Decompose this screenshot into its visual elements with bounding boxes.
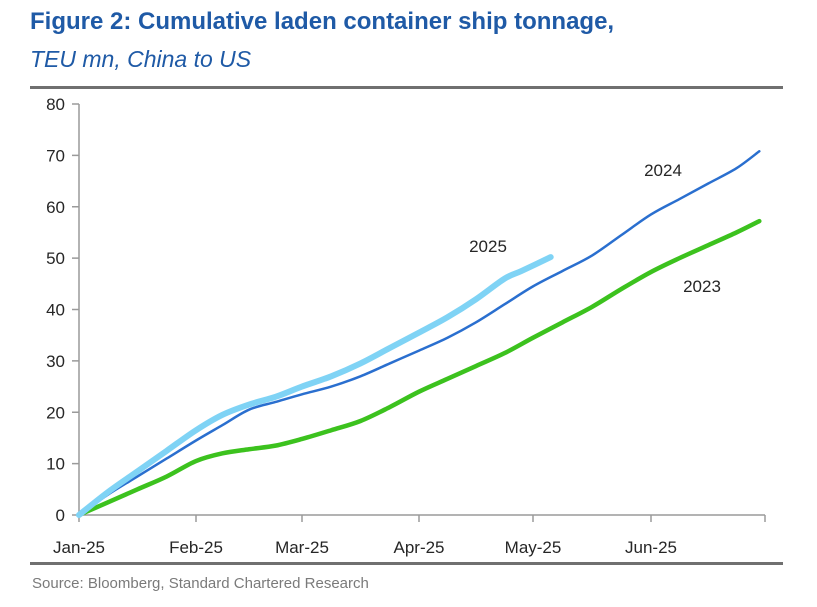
series-layer — [76, 150, 762, 518]
y-tick-label: 20 — [46, 403, 65, 422]
x-tick-label: Mar-25 — [275, 538, 329, 557]
series-label-2025: 2025 — [469, 237, 507, 256]
source-note: Source: Bloomberg, Standard Chartered Re… — [32, 575, 369, 592]
series-labels: 2025 2024 2023 — [469, 161, 721, 296]
y-tick-label: 60 — [46, 198, 65, 217]
chart-title: Figure 2: Cumulative laden container shi… — [30, 8, 615, 35]
x-tick-label: Jan-25 — [53, 538, 105, 557]
x-tick-label: Feb-25 — [169, 538, 223, 557]
y-tick-label: 80 — [46, 95, 65, 114]
x-tick-label: Jun-25 — [625, 538, 677, 557]
x-tick-label: May-25 — [505, 538, 562, 557]
series-line-2024 — [77, 150, 761, 517]
x-tick-label: Apr-25 — [393, 538, 444, 557]
bottom-divider — [30, 562, 783, 565]
series-line-2023 — [76, 218, 762, 518]
y-tick-label: 40 — [46, 301, 65, 320]
chart-subtitle: TEU mn, China to US — [30, 46, 252, 72]
series-line-2025 — [76, 254, 554, 518]
y-tick-label: 70 — [46, 146, 65, 165]
series-label-2024: 2024 — [644, 161, 682, 180]
axes: 0 10 20 30 40 50 60 70 80 Jan-25 Feb-25 Mar-25 Apr-2… — [46, 95, 766, 557]
y-tick-label: 30 — [46, 352, 65, 371]
y-tick-label: 0 — [56, 506, 65, 525]
y-tick-label: 10 — [46, 455, 65, 474]
y-tick-label: 50 — [46, 249, 65, 268]
top-divider — [30, 86, 783, 89]
series-label-2023: 2023 — [683, 277, 721, 296]
